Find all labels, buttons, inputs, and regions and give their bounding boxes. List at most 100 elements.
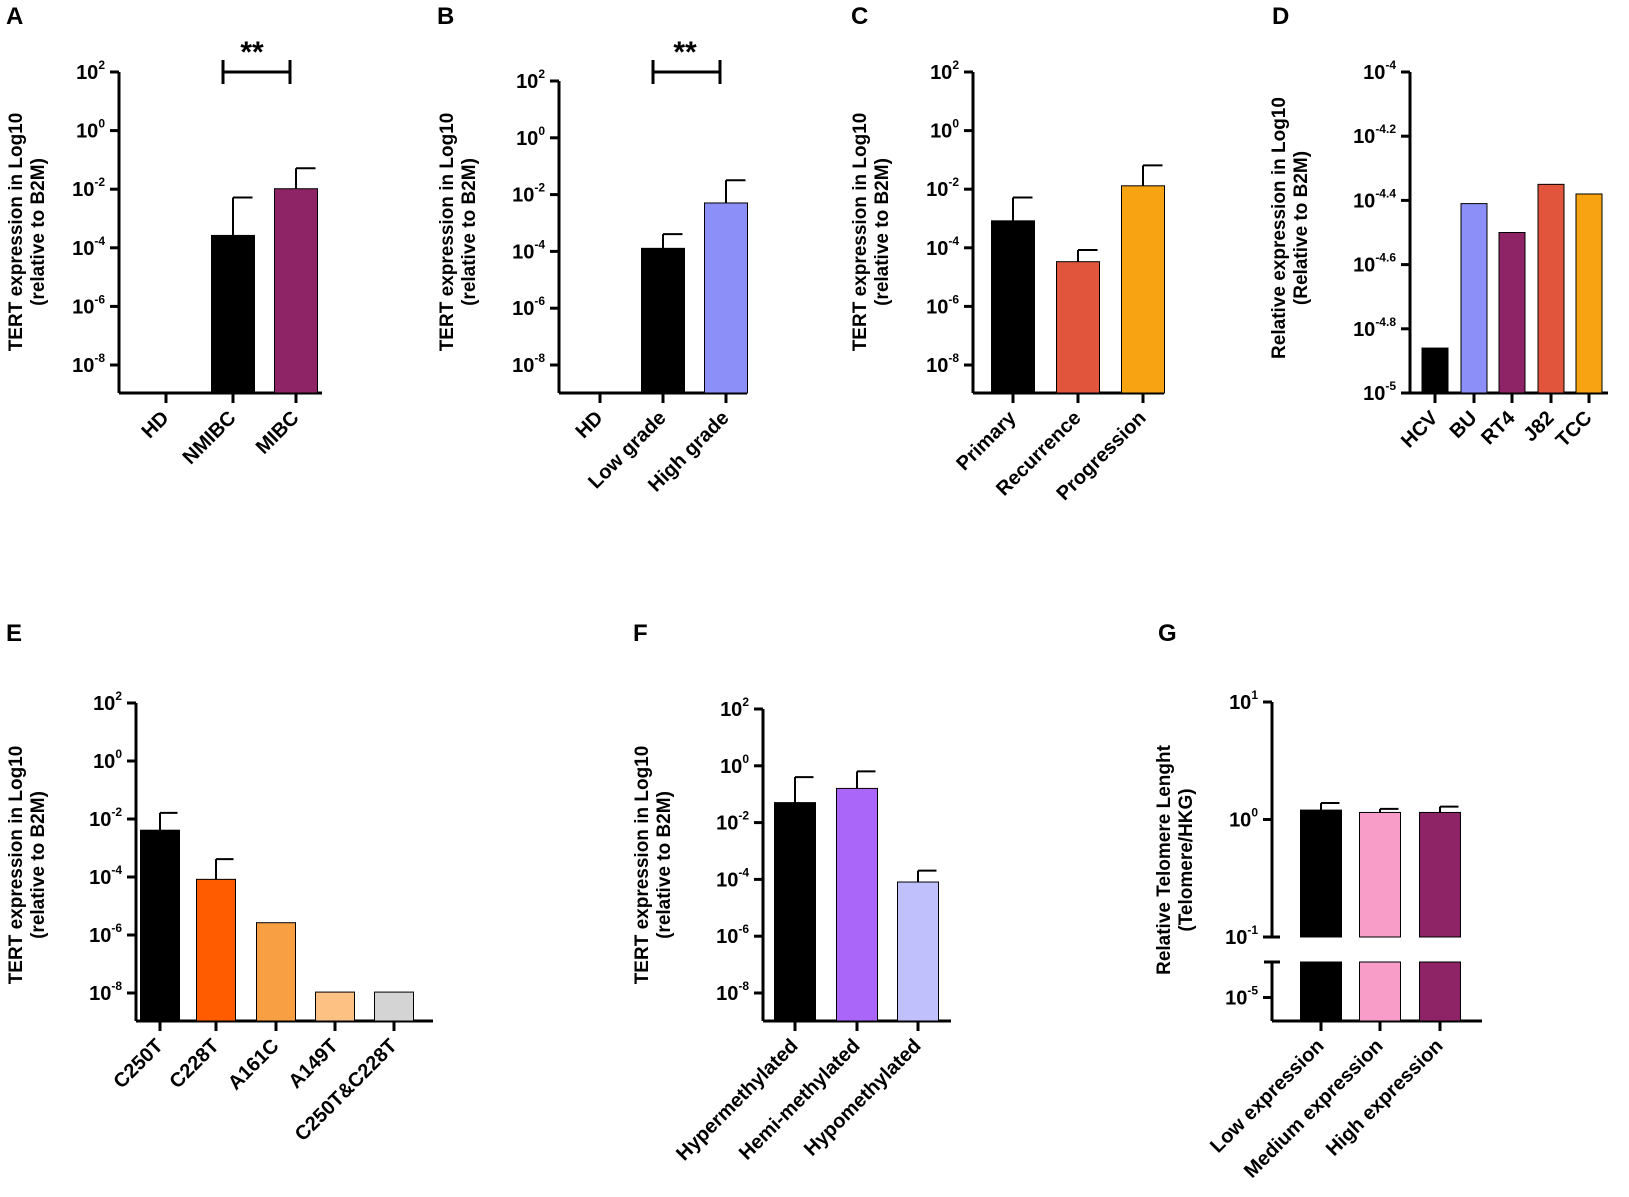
y-tick-label: 10-8 (926, 351, 959, 377)
x-category-label: C228T (166, 1035, 224, 1093)
panel-label: G (1158, 620, 1177, 647)
tick-base: 10 (926, 179, 948, 201)
y-tick-label: 10-6 (716, 922, 749, 948)
panel-label: F (633, 620, 648, 647)
y-axis-label: Relative expression in Log10(Relative to… (1269, 97, 1312, 359)
tick-base: 10 (72, 296, 94, 318)
y-tick-label: 10-6 (72, 292, 105, 318)
tick-exponent: 1 (1251, 688, 1258, 702)
tick-exponent: -8 (738, 979, 749, 993)
y-tick-label: 10-4 (72, 234, 105, 260)
tick-base: 10 (1353, 190, 1375, 212)
x-category-label: A149T (285, 1035, 343, 1093)
x-category-label: RT4 (1477, 406, 1520, 449)
tick-exponent: 0 (538, 124, 545, 138)
y-axis-label: TERT expression in Log10(relative to B2M… (632, 746, 675, 985)
y-tick-label: 10-8 (716, 979, 749, 1005)
y-tick-label: 102 (93, 689, 122, 715)
y-tick-label: 10-4 (1363, 58, 1396, 84)
y-axis-label-line: (relative to B2M) (28, 158, 49, 306)
y-tick-label: 10-6 (89, 921, 122, 947)
y-axis-label: TERT expression in Log10(relative to B2M… (437, 113, 480, 352)
y-axis-label-line: TERT expression in Log10 (437, 113, 458, 352)
tick-base: 10 (89, 867, 111, 889)
y-tick-label: 10-4 (89, 863, 122, 889)
panel-label: B (437, 3, 454, 30)
bar (836, 787, 878, 1022)
tick-exponent: -4.6 (1375, 251, 1396, 265)
tick-base: 10 (516, 128, 538, 150)
tick-exponent: 0 (98, 117, 105, 131)
y-axis-label-line: (relative to B2M) (459, 158, 480, 306)
significance-label: ** (240, 36, 264, 69)
y-tick-label: 102 (720, 695, 749, 721)
y-tick-label: 102 (76, 58, 105, 84)
tick-exponent: -4 (111, 863, 122, 877)
y-tick-label: 100 (516, 124, 545, 150)
tick-exponent: 2 (98, 58, 105, 72)
bar (1498, 232, 1526, 394)
panel-G: G Relative Telomere Lenght(Telomere/HKG) 1… (1154, 620, 1482, 1183)
tick-base: 10 (72, 238, 94, 260)
tick-exponent: -2 (948, 175, 959, 189)
tick-exponent: -4 (948, 234, 959, 248)
tick-exponent: 2 (538, 67, 545, 81)
x-category-label: BU (1446, 407, 1482, 443)
y-tick-label: 10-6 (512, 294, 545, 320)
significance-label: ** (673, 36, 697, 69)
y-axis-label: TERT expression in Log10(relative to B2M… (850, 113, 893, 352)
x-category-label: TCC (1552, 407, 1597, 452)
tick-base: 10 (1353, 255, 1375, 277)
tick-exponent: -1 (1247, 923, 1258, 937)
bar (1419, 811, 1461, 938)
x-category-label: J82 (1519, 407, 1558, 446)
y-axis-label-line: TERT expression in Log10 (6, 746, 27, 985)
tick-base: 10 (716, 983, 738, 1005)
y-axis-label: TERT expression in Log10(relative to B2M… (6, 113, 49, 352)
tick-exponent: -4.2 (1375, 122, 1396, 136)
tick-base: 10 (926, 296, 948, 318)
tick-base: 10 (716, 813, 738, 835)
y-tick-label: 10-4.2 (1353, 122, 1396, 148)
tick-base: 10 (930, 62, 952, 84)
tick-exponent: -8 (94, 351, 105, 365)
tick-exponent: 0 (1251, 806, 1258, 820)
tick-base: 10 (926, 355, 948, 377)
y-tick-label: 102 (516, 67, 545, 93)
panel-label: D (1272, 3, 1289, 30)
tick-exponent: 0 (952, 117, 959, 131)
tick-exponent: -4.4 (1375, 186, 1396, 200)
y-tick-label: 10-8 (72, 351, 105, 377)
tick-base: 10 (1225, 927, 1247, 949)
tick-base: 10 (89, 809, 111, 831)
tick-exponent: 2 (952, 58, 959, 72)
tick-exponent: -6 (738, 922, 749, 936)
tick-exponent: -6 (534, 294, 545, 308)
x-category-label: Hypomethylated (800, 1035, 926, 1161)
x-category-label: HCV (1397, 407, 1443, 453)
tick-base: 10 (1353, 126, 1375, 148)
bar (774, 802, 816, 1022)
tick-exponent: -6 (94, 292, 105, 306)
y-tick-label: 10-5 (1225, 984, 1258, 1010)
tick-exponent: 0 (742, 752, 749, 766)
bar (256, 922, 296, 1022)
panel-C: C TERT expression in Log10(relative to B2… (850, 3, 1165, 505)
tick-exponent: -4 (534, 237, 545, 251)
tick-exponent: -4 (1385, 58, 1396, 72)
tick-exponent: 2 (115, 689, 122, 703)
bar (211, 234, 255, 394)
y-axis-label: TERT expression in Log10(relative to B2M… (6, 746, 49, 985)
tick-exponent: -8 (111, 979, 122, 993)
y-tick-label: 10-4.4 (1353, 186, 1396, 212)
bar (1056, 261, 1100, 394)
y-tick-label: 10-2 (716, 809, 749, 835)
y-tick-label: 101 (1229, 688, 1258, 714)
y-tick-label: 102 (930, 58, 959, 84)
tick-base: 10 (512, 355, 534, 377)
y-tick-label: 10-6 (926, 292, 959, 318)
tick-exponent: -4 (738, 865, 749, 879)
tick-exponent: -5 (1385, 379, 1396, 393)
tick-base: 10 (516, 71, 538, 93)
